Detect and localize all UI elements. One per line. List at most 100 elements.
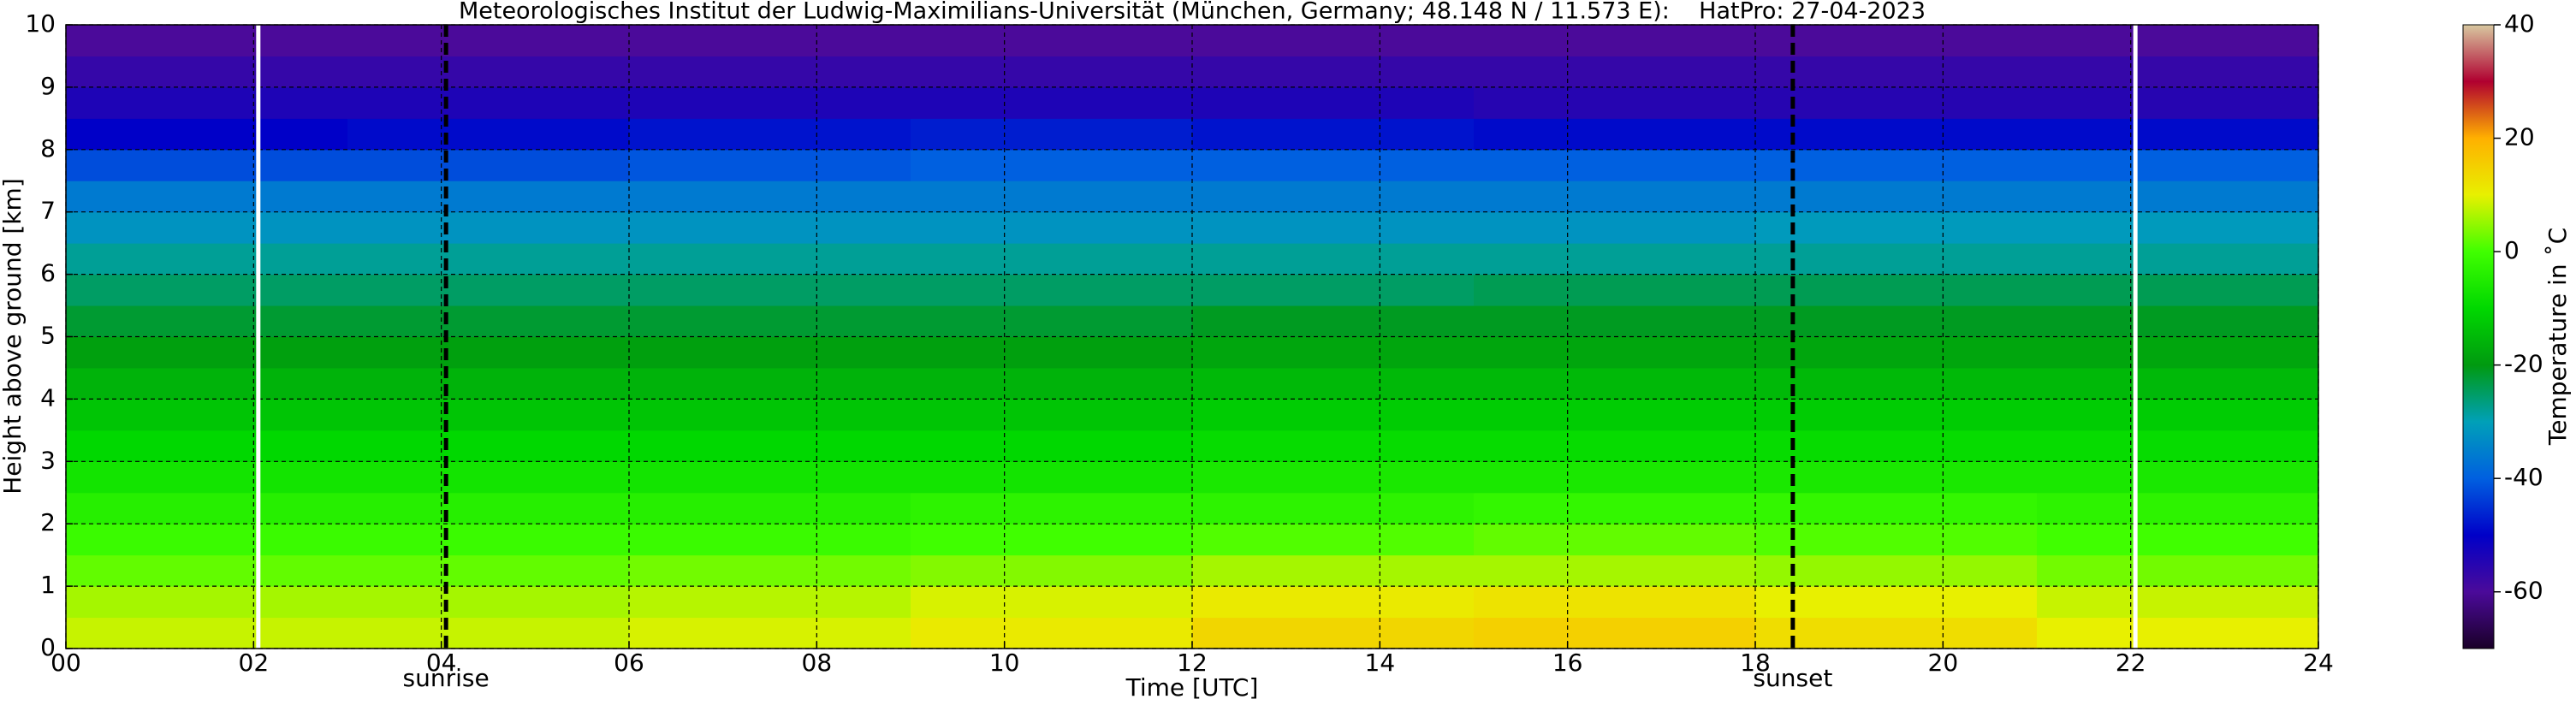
heat-cell	[1192, 243, 1475, 275]
heat-cell	[2037, 211, 2319, 244]
y-tick-label: 0	[40, 633, 56, 661]
heat-cell	[2037, 243, 2319, 275]
x-tick-label: 10	[989, 649, 1020, 677]
heat-cell	[347, 56, 630, 88]
heat-cell	[629, 305, 911, 337]
heat-cell	[1192, 554, 1475, 587]
heat-cell	[629, 524, 911, 556]
heat-cell	[66, 211, 348, 244]
colorbar-label: Temperature in ˚C	[2543, 228, 2572, 446]
heat-cell	[66, 399, 348, 431]
heat-cell	[629, 554, 911, 587]
heat-cell	[66, 524, 348, 556]
colorbar-tick-label: 20	[2504, 123, 2535, 151]
heat-cell	[1474, 305, 1756, 337]
x-tick-label: 00	[50, 649, 81, 677]
heat-cell	[1755, 524, 2038, 556]
heat-cell	[629, 492, 911, 524]
heat-cell	[1192, 461, 1475, 494]
heat-cell	[66, 118, 348, 151]
heat-cell	[66, 305, 348, 337]
x-tick-label: 16	[1552, 649, 1583, 677]
heat-cell	[66, 86, 348, 119]
heat-cell	[66, 617, 348, 649]
y-tick-label: 8	[40, 134, 56, 163]
heat-cell	[911, 492, 1193, 524]
colorbar-tick-label: -40	[2504, 463, 2543, 491]
heat-cell	[66, 367, 348, 400]
heat-cell	[2037, 305, 2319, 337]
heat-cell	[911, 461, 1193, 494]
heat-cell	[2037, 367, 2319, 400]
x-tick-label: 02	[239, 649, 270, 677]
x-tick-label: 24	[2303, 649, 2334, 677]
heat-cell	[629, 274, 911, 306]
heat-cell	[1755, 118, 2038, 151]
heat-cell	[1192, 524, 1475, 556]
heat-cell	[629, 399, 911, 431]
heat-cell	[629, 181, 911, 213]
y-tick-label: 3	[40, 446, 56, 474]
heat-cell	[1755, 492, 2038, 524]
heat-cell	[66, 586, 348, 619]
heat-cell	[347, 149, 630, 181]
heat-cell	[1474, 367, 1756, 400]
heat-cell	[1192, 149, 1475, 181]
heat-cell	[1474, 243, 1756, 275]
heat-cell	[1474, 524, 1756, 556]
heat-cell	[347, 243, 630, 275]
y-axis-label: Height above ground [km]	[0, 178, 27, 495]
heat-cell	[1755, 336, 2038, 369]
heat-cell	[1474, 430, 1756, 462]
heat-cell	[1755, 399, 2038, 431]
x-tick-label: 08	[802, 649, 833, 677]
heat-cell	[347, 461, 630, 494]
heat-cell	[1474, 274, 1756, 306]
heat-cell	[2037, 118, 2319, 151]
heat-cell	[911, 336, 1193, 369]
heat-cell	[66, 181, 348, 213]
heat-cell	[911, 367, 1193, 400]
heat-cell	[1192, 118, 1475, 151]
heat-cell	[629, 336, 911, 369]
heat-cell	[629, 56, 911, 88]
heat-cell	[629, 430, 911, 462]
heat-cell	[911, 56, 1193, 88]
heat-cell	[1474, 56, 1756, 88]
heat-cell	[1755, 430, 2038, 462]
heat-cell	[2037, 399, 2319, 431]
heat-cell	[1474, 617, 1756, 649]
heat-cell	[629, 86, 911, 119]
heat-cell	[911, 274, 1193, 306]
heat-cell	[2037, 86, 2319, 119]
heat-cell	[347, 336, 630, 369]
heat-cell	[1755, 181, 2038, 213]
heat-cell	[66, 243, 348, 275]
sun-label: sunset	[1753, 664, 1832, 692]
heat-cell	[1474, 492, 1756, 524]
heat-cell	[629, 461, 911, 494]
plot-frame	[65, 24, 2319, 649]
heat-cell	[347, 492, 630, 524]
heat-cell	[629, 617, 911, 649]
heat-cell	[2037, 461, 2319, 494]
heat-cell	[347, 181, 630, 213]
heat-cell	[1474, 399, 1756, 431]
y-tick-label: 6	[40, 259, 56, 287]
colorbar-tick-label: 0	[2504, 236, 2520, 264]
heat-cell	[1474, 586, 1756, 619]
heat-cell	[1192, 492, 1475, 524]
heat-cell	[1192, 430, 1475, 462]
heat-cell	[1192, 211, 1475, 244]
heat-cell	[1755, 305, 2038, 337]
heat-cell	[1755, 211, 2038, 244]
heat-cell	[629, 367, 911, 400]
heat-cell	[1755, 554, 2038, 587]
heat-cell	[911, 554, 1193, 587]
heat-cell	[911, 430, 1193, 462]
heat-cell	[2037, 430, 2319, 462]
heat-cell	[347, 305, 630, 337]
heat-cell	[911, 243, 1193, 275]
heat-cell	[66, 336, 348, 369]
